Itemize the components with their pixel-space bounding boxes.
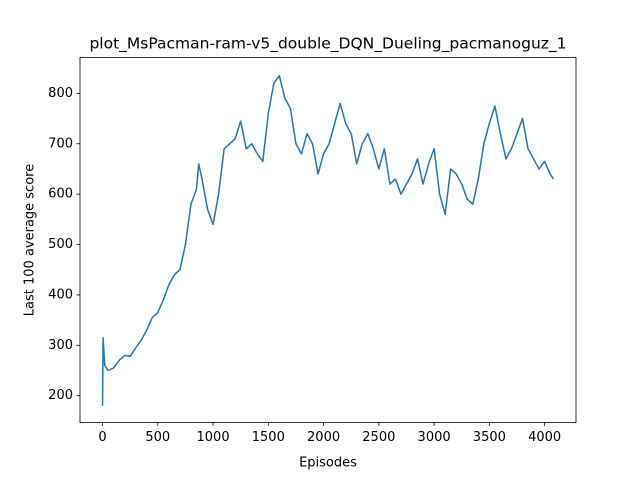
x-tick-label: 3500 [473,430,506,445]
y-tick-label: 800 [48,86,73,101]
y-tick-label: 600 [48,187,73,202]
x-tick-label: 2000 [307,430,340,445]
chart-title: plot_MsPacman-ram-v5_double_DQN_Dueling_… [89,35,566,54]
x-tick-label: 4000 [528,430,561,445]
y-tick-label: 400 [48,287,73,302]
axes-frame [79,57,577,423]
x-tick-label: 1000 [197,430,230,445]
x-tick-label: 1500 [252,430,285,445]
x-tick-label: 2500 [362,430,395,445]
x-tick-label: 500 [145,430,170,445]
y-tick-label: 300 [48,338,73,353]
x-axis-label: Episodes [299,456,357,471]
y-axis-label: Last 100 average score [23,164,38,316]
x-tick-label: 3000 [418,430,451,445]
line-series [101,74,555,406]
y-tick-label: 200 [48,388,73,403]
x-tick-label: 0 [98,430,106,445]
y-tick-label: 500 [48,237,73,252]
y-tick-label: 700 [48,136,73,151]
